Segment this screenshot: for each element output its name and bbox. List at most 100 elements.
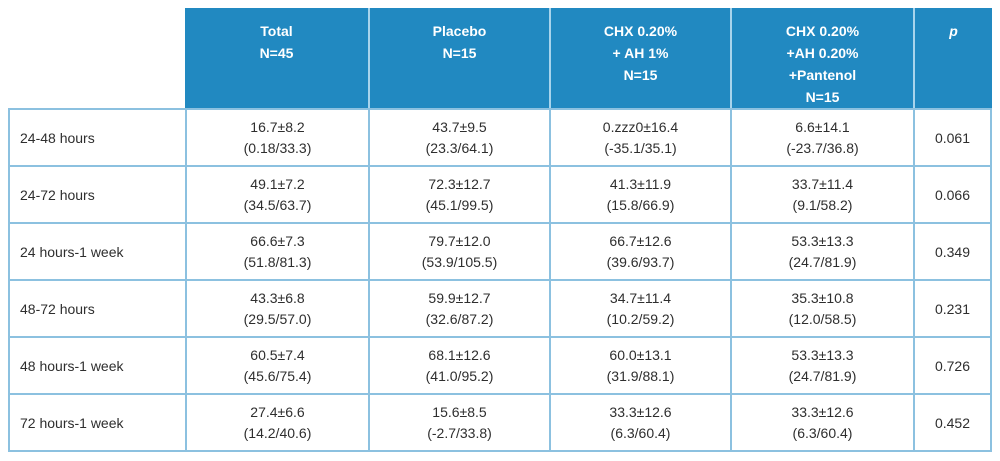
range: (-35.1/35.1)	[604, 139, 677, 156]
range: (45.1/99.5)	[425, 196, 494, 213]
row-label: 24 hours-1 week	[8, 224, 185, 281]
value-cell: 60.5±7.4 (45.6/75.4)	[185, 338, 368, 395]
p-header-label: p	[949, 23, 958, 39]
mean-sd: 33.3±12.6	[791, 403, 854, 420]
value-cell: 43.3±6.8 (29.5/57.0)	[185, 281, 368, 338]
value-cell: 53.3±13.3 (24.7/81.9)	[730, 224, 913, 281]
value-cell: 68.1±12.6 (41.0/95.2)	[368, 338, 549, 395]
range: (-23.7/36.8)	[786, 139, 859, 156]
range: (31.9/88.1)	[606, 367, 675, 384]
header-row: Total N=45 Placebo N=15 CHX 0.20% + AH 1…	[8, 8, 992, 108]
mean-sd: 43.7±9.5	[432, 118, 487, 135]
mean-sd: 43.3±6.8	[250, 289, 305, 306]
value-cell: 35.3±10.8 (12.0/58.5)	[730, 281, 913, 338]
value-cell: 79.7±12.0 (53.9/105.5)	[368, 224, 549, 281]
mean-sd: 6.6±14.1	[795, 118, 850, 135]
column-header-total: Total N=45	[185, 8, 368, 108]
range: (15.8/66.9)	[606, 196, 675, 213]
range: (24.7/81.9)	[788, 253, 857, 270]
mean-sd: 33.3±12.6	[609, 403, 672, 420]
mean-sd: 59.9±12.7	[428, 289, 491, 306]
mean-sd: 15.6±8.5	[432, 403, 487, 420]
mean-sd: 53.3±13.3	[791, 346, 854, 363]
value-cell: 53.3±13.3 (24.7/81.9)	[730, 338, 913, 395]
range: (41.0/95.2)	[425, 367, 494, 384]
value-cell: 6.6±14.1 (-23.7/36.8)	[730, 108, 913, 167]
mean-sd: 53.3±13.3	[791, 232, 854, 249]
table-row: 48-72 hours 43.3±6.8 (29.5/57.0) 59.9±12…	[8, 281, 992, 338]
p-value-cell: 0.726	[913, 338, 992, 395]
mean-sd: 0.zzz0±16.4	[602, 118, 679, 135]
value-cell: 49.1±7.2 (34.5/63.7)	[185, 167, 368, 224]
table-row: 72 hours-1 week 27.4±6.6 (14.2/40.6) 15.…	[8, 395, 992, 452]
row-label: 48 hours-1 week	[8, 338, 185, 395]
range: (51.8/81.3)	[243, 253, 312, 270]
value-cell: 15.6±8.5 (-2.7/33.8)	[368, 395, 549, 452]
table-row: 24-48 hours 16.7±8.2 (0.18/33.3) 43.7±9.…	[8, 108, 992, 167]
value-cell: 72.3±12.7 (45.1/99.5)	[368, 167, 549, 224]
column-header-chx-ah02-pantenol: CHX 0.20% +AH 0.20% +Pantenol N=15	[730, 8, 913, 108]
header-line: + AH 1%	[612, 45, 669, 61]
range: (29.5/57.0)	[243, 310, 312, 327]
value-cell: 66.7±12.6 (39.6/93.7)	[549, 224, 730, 281]
mean-sd: 35.3±10.8	[791, 289, 854, 306]
value-cell: 66.6±7.3 (51.8/81.3)	[185, 224, 368, 281]
range: (0.18/33.3)	[243, 139, 312, 156]
mean-sd: 68.1±12.6	[428, 346, 491, 363]
table-row: 24-72 hours 49.1±7.2 (34.5/63.7) 72.3±12…	[8, 167, 992, 224]
header-line: CHX 0.20%	[785, 23, 860, 39]
mean-sd: 60.5±7.4	[250, 346, 305, 363]
value-cell: 59.9±12.7 (32.6/87.2)	[368, 281, 549, 338]
value-cell: 41.3±11.9 (15.8/66.9)	[549, 167, 730, 224]
p-value-cell: 0.061	[913, 108, 992, 167]
p-value-cell: 0.066	[913, 167, 992, 224]
value-cell: 0.zzz0±16.4 (-35.1/35.1)	[549, 108, 730, 167]
header-line: Placebo	[432, 23, 487, 39]
value-cell: 34.7±11.4 (10.2/59.2)	[549, 281, 730, 338]
p-value-cell: 0.452	[913, 395, 992, 452]
mean-sd: 60.0±13.1	[609, 346, 672, 363]
range: (53.9/105.5)	[421, 253, 498, 270]
corner-cell	[8, 8, 185, 108]
p-value-cell: 0.349	[913, 224, 992, 281]
mean-sd: 66.7±12.6	[609, 232, 672, 249]
range: (14.2/40.6)	[243, 424, 312, 441]
column-header-placebo: Placebo N=15	[368, 8, 549, 108]
row-label: 24-72 hours	[8, 167, 185, 224]
range: (23.3/64.1)	[425, 139, 494, 156]
value-cell: 43.7±9.5 (23.3/64.1)	[368, 108, 549, 167]
row-label: 72 hours-1 week	[8, 395, 185, 452]
header-line: Total	[260, 23, 293, 39]
header-line: CHX 0.20%	[603, 23, 678, 39]
value-cell: 16.7±8.2 (0.18/33.3)	[185, 108, 368, 167]
value-cell: 27.4±6.6 (14.2/40.6)	[185, 395, 368, 452]
header-line: +Pantenol	[788, 67, 857, 83]
mean-sd: 72.3±12.7	[428, 175, 491, 192]
range: (6.3/60.4)	[792, 424, 853, 441]
header-line: N=15	[623, 67, 658, 83]
table-row: 48 hours-1 week 60.5±7.4 (45.6/75.4) 68.…	[8, 338, 992, 395]
value-cell: 33.3±12.6 (6.3/60.4)	[730, 395, 913, 452]
value-cell: 33.7±11.4 (9.1/58.2)	[730, 167, 913, 224]
mean-sd: 66.6±7.3	[250, 232, 305, 249]
header-line: N=15	[442, 45, 477, 61]
column-header-chx-ah1: CHX 0.20% + AH 1% N=15	[549, 8, 730, 108]
range: (24.7/81.9)	[788, 367, 857, 384]
row-label: 24-48 hours	[8, 108, 185, 167]
range: (32.6/87.2)	[425, 310, 494, 327]
mean-sd: 27.4±6.6	[250, 403, 305, 420]
mean-sd: 34.7±11.4	[609, 289, 672, 306]
mean-sd: 33.7±11.4	[791, 175, 854, 192]
mean-sd: 16.7±8.2	[250, 118, 305, 135]
mean-sd: 41.3±11.9	[609, 175, 672, 192]
table-row: 24 hours-1 week 66.6±7.3 (51.8/81.3) 79.…	[8, 224, 992, 281]
range: (6.3/60.4)	[610, 424, 671, 441]
range: (9.1/58.2)	[792, 196, 853, 213]
range: (12.0/58.5)	[788, 310, 857, 327]
range: (45.6/75.4)	[243, 367, 312, 384]
p-value-cell: 0.231	[913, 281, 992, 338]
header-line: N=15	[805, 89, 840, 105]
results-table: Total N=45 Placebo N=15 CHX 0.20% + AH 1…	[8, 8, 992, 452]
range: (-2.7/33.8)	[427, 424, 492, 441]
